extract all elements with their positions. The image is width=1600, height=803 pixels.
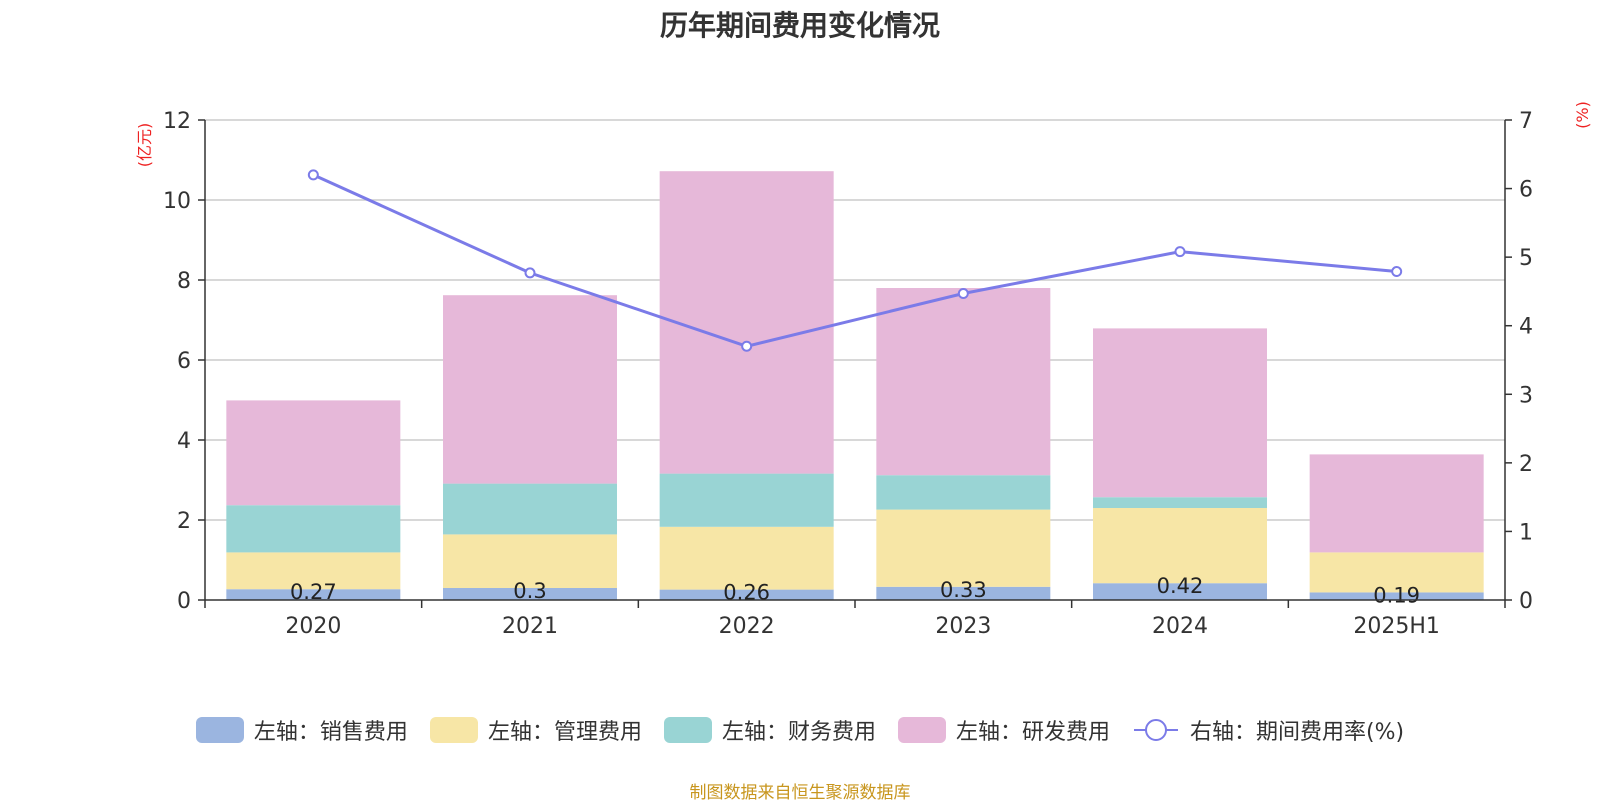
y-tick-label-right: 4 [1519, 315, 1533, 340]
y-tick-label-right: 6 [1519, 178, 1533, 203]
x-tick-label: 2022 [719, 614, 775, 639]
y-tick-label-right: 3 [1519, 383, 1533, 408]
expense-ratio-point-3 [957, 287, 969, 299]
legend-label-rnd: 左轴：研发费用 [955, 720, 1110, 745]
bar-segment-0-4 [1093, 583, 1267, 600]
x-tick-label: 2021 [502, 614, 558, 639]
bar-segment-1-4 [1093, 508, 1267, 584]
expense-ratio-point-2 [741, 340, 753, 352]
expense-ratio-point-1 [524, 267, 536, 279]
bar-segment-3-5 [1309, 454, 1484, 553]
y-tick-label-left: 12 [163, 109, 191, 134]
legend-swatch-sales [195, 717, 244, 743]
expense-ratio-point-5 [1391, 266, 1403, 278]
bar-segment-1-0 [226, 552, 401, 590]
bar-segment-2-3 [876, 475, 1051, 510]
expense-ratio-point-4 [1174, 246, 1186, 258]
y-tick-label-left: 8 [177, 269, 191, 294]
legend-swatch-finance [663, 717, 712, 743]
y-tick-label-right: 7 [1519, 109, 1533, 134]
legend-label-expense-ratio: 右轴：期间费用率(%) [1189, 720, 1405, 745]
data-label-sales-2: 0.26 [723, 581, 770, 605]
legend-line-marker-icon [1133, 719, 1178, 741]
bar-segment-1-2 [659, 526, 834, 590]
bar-segment-2-1 [443, 483, 617, 535]
data-source-note: 制图数据来自恒生聚源数据库 [689, 783, 911, 803]
data-label-sales-3: 0.33 [940, 578, 987, 602]
y-axis-right-unit: (%) [1573, 101, 1592, 129]
bar-segment-3-4 [1093, 328, 1267, 498]
chart-title: 历年期间费用变化情况 [659, 9, 940, 42]
expense-ratio-point-0 [307, 169, 319, 181]
legend-item-rnd[interactable]: 左轴：研发费用 [897, 714, 1110, 746]
bar-segment-2-4 [1093, 497, 1267, 508]
bar-segment-1-3 [876, 509, 1051, 587]
bar-segment-0-3 [876, 586, 1051, 600]
y-tick-label-left: 0 [177, 589, 191, 614]
y-tick-label-right: 0 [1519, 589, 1533, 614]
x-tick-label: 2023 [935, 614, 991, 639]
y-tick-label-right: 1 [1519, 520, 1533, 545]
data-label-sales-4: 0.42 [1157, 574, 1204, 598]
y-tick-label-right: 2 [1519, 452, 1533, 477]
bar-segment-0-2 [659, 589, 834, 600]
chart-legend: 左轴：销售费用 左轴：管理费用 左轴：财务费用 左轴：研发费用 右轴：期间费用率… [0, 714, 1600, 746]
legend-swatch-admin [429, 717, 478, 743]
bar-segment-0-5 [1309, 592, 1484, 600]
data-label-sales-1: 0.3 [513, 579, 546, 603]
x-tick-label: 2024 [1152, 614, 1208, 639]
expense-ratio-line [312, 173, 1397, 348]
y-tick-label-left: 4 [177, 429, 191, 454]
y-tick-label-left: 10 [163, 189, 191, 214]
y-tick-label-right: 5 [1519, 246, 1533, 271]
x-tick-label: 2020 [285, 614, 341, 639]
bar-segment-1-1 [443, 534, 617, 588]
chart-plot: 0.27 0.3 0.26 0.33 0.42 0.1902468101201234567… [135, 101, 1592, 639]
y-tick-label-left: 6 [177, 349, 191, 374]
legend-item-expense-ratio[interactable]: 右轴：期间费用率(%) [1132, 714, 1404, 746]
legend-item-finance[interactable]: 左轴：财务费用 [663, 714, 876, 746]
legend-label-finance: 左轴：财务费用 [721, 720, 876, 745]
bar-segment-0-1 [443, 588, 617, 600]
legend-swatch-rnd [897, 717, 946, 743]
bar-segment-3-1 [443, 295, 617, 484]
bar-segment-3-2 [659, 171, 834, 474]
y-tick-label-left: 2 [177, 509, 191, 534]
y-axis-left-unit: (亿元) [135, 123, 154, 168]
bar-segment-0-0 [226, 589, 401, 600]
legend-label-sales: 左轴：销售费用 [253, 720, 408, 745]
bar-segment-3-3 [876, 288, 1051, 476]
legend-item-admin[interactable]: 左轴：管理费用 [429, 714, 642, 746]
data-label-sales-5: 0.19 [1373, 583, 1420, 607]
bar-segment-2-2 [659, 473, 834, 527]
bar-segment-1-5 [1309, 552, 1484, 593]
x-tick-label: 2025H1 [1353, 614, 1440, 639]
legend-label-admin: 左轴：管理费用 [487, 720, 642, 745]
bar-segment-2-0 [226, 505, 401, 553]
legend-item-sales[interactable]: 左轴：销售费用 [195, 714, 408, 746]
bar-segment-3-0 [226, 400, 401, 506]
